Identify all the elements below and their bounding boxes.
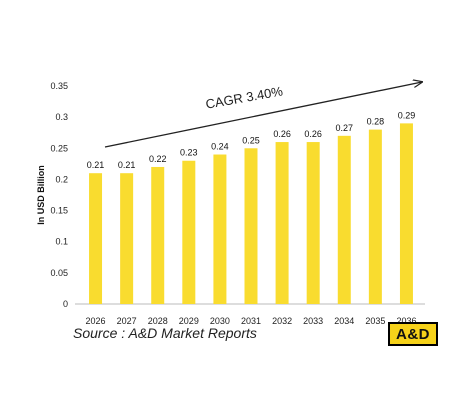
bar [182, 160, 196, 304]
bar [89, 173, 103, 304]
bars [89, 123, 413, 304]
y-tick-label: 0.05 [50, 268, 68, 278]
data-label: 0.21 [118, 160, 136, 170]
bar [368, 129, 382, 304]
y-tick-label: 0.25 [50, 143, 68, 153]
y-tick-label: 0.35 [50, 81, 68, 91]
y-ticks: 0 0.05 0.1 0.15 0.2 0.25 0.3 0.35 [50, 81, 68, 309]
x-tick-label: 2028 [148, 316, 168, 326]
x-tick-label: 2033 [303, 316, 323, 326]
y-tick-label: 0 [63, 299, 68, 309]
data-labels: 0.21 0.21 0.22 0.23 0.24 0.25 0.26 0.26 0.27 0.28… [87, 110, 415, 170]
data-label: 0.23 [180, 148, 198, 158]
y-axis-label: In USD Billion [36, 165, 46, 225]
y-tick-label: 0.15 [50, 206, 68, 216]
x-tick-label: 2036 [396, 316, 416, 326]
bar [213, 154, 227, 304]
y-tick-label: 0.3 [55, 112, 68, 122]
data-label: 0.29 [398, 110, 416, 120]
x-tick-label: 2027 [117, 316, 137, 326]
cagr-annotation: CAGR 3.40% [204, 83, 284, 111]
data-label: 0.21 [87, 160, 105, 170]
data-label: 0.28 [367, 117, 385, 127]
x-tick-label: 2026 [86, 316, 106, 326]
data-label: 0.26 [304, 129, 322, 139]
cagr-arrow [104, 82, 422, 148]
x-tick-label: 2031 [241, 316, 261, 326]
data-label: 0.24 [211, 142, 229, 152]
data-label: 0.25 [242, 135, 260, 145]
bar [120, 173, 134, 304]
bar [151, 166, 165, 304]
x-tick-label: 2029 [179, 316, 199, 326]
data-label: 0.27 [336, 123, 354, 133]
brand-logo: A&D [388, 322, 438, 346]
data-label: 0.22 [149, 154, 167, 164]
bar [306, 142, 320, 304]
x-tick-label: 2034 [334, 316, 354, 326]
x-tick-label: 2032 [272, 316, 292, 326]
bar [244, 148, 258, 304]
bar [399, 123, 413, 304]
data-label: 0.26 [273, 129, 291, 139]
bar [337, 135, 351, 304]
x-tick-label: 2030 [210, 316, 230, 326]
y-tick-label: 0.2 [55, 174, 68, 184]
x-tick-label: 2035 [365, 316, 385, 326]
logo-text: A&D [390, 324, 436, 344]
source-caption: Source : A&D Market Reports [73, 325, 257, 341]
bar [275, 142, 289, 304]
x-ticks: 2026 2027 2028 2029 2030 2031 2032 2033 2034 2035… [86, 316, 417, 326]
y-tick-label: 0.1 [55, 237, 68, 247]
